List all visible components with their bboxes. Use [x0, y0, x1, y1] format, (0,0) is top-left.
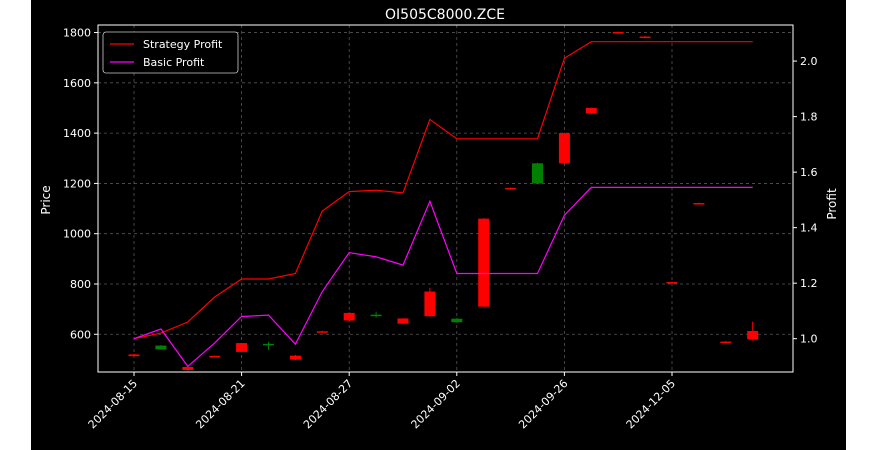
y-right-tick-label: 2.0 — [800, 55, 818, 68]
y-axis-left-label: Price — [39, 185, 53, 214]
candle-body — [424, 291, 436, 317]
y-left-tick-label: 1600 — [63, 77, 91, 90]
y-left-tick-label: 1200 — [63, 177, 91, 190]
candle-body — [585, 107, 597, 114]
legend-box — [102, 31, 239, 74]
candle-body — [532, 163, 543, 184]
strategy-profit-line — [133, 41, 753, 340]
plot-frame — [97, 24, 794, 373]
y-left-tick-label: 1000 — [63, 228, 91, 241]
candle-body — [343, 312, 355, 321]
candle-body — [612, 32, 624, 34]
y-right-tick-label: 1.0 — [800, 333, 818, 346]
y-right-tick-label: 1.6 — [800, 166, 818, 179]
basic-profit-line — [133, 186, 753, 368]
candle-body — [558, 133, 570, 164]
candle-body — [155, 345, 167, 350]
y-right-tick-label: 1.2 — [800, 277, 818, 290]
candle-body — [505, 187, 517, 190]
candle-body — [182, 366, 194, 370]
candle-body — [316, 331, 328, 333]
candle-layer — [128, 31, 759, 371]
candle-body — [639, 36, 651, 39]
candle-body — [720, 341, 732, 344]
y-right-tick-label: 1.8 — [800, 111, 818, 124]
y-left-tick-label: 600 — [70, 328, 91, 341]
legend-label-strategy: Strategy Profit — [143, 38, 223, 51]
y-left-tick-label: 1400 — [63, 127, 91, 140]
candle-body — [236, 343, 248, 352]
candle-body — [747, 331, 759, 340]
candle-body — [209, 355, 221, 358]
candle-body — [370, 314, 382, 317]
y-left-tick-label: 1800 — [63, 27, 91, 40]
candle-body — [693, 203, 705, 205]
candle-body — [397, 318, 409, 324]
chart-title: OI505C8000.ZCE — [385, 7, 505, 23]
candle-body — [289, 355, 301, 360]
y-right-tick-label: 1.4 — [800, 222, 818, 235]
plot-area — [98, 25, 793, 372]
y-left-tick-label: 800 — [70, 278, 91, 291]
y-axis-right-label: Profit — [825, 188, 839, 220]
candle-body — [666, 281, 678, 284]
legend-label-basic: Basic Profit — [143, 56, 205, 69]
candle-body — [478, 218, 490, 307]
candle-body — [128, 354, 140, 357]
candle-body — [451, 318, 463, 323]
legend: Strategy Profit Basic Profit — [102, 31, 239, 74]
candle-body — [263, 343, 274, 346]
line-layer — [133, 41, 753, 368]
